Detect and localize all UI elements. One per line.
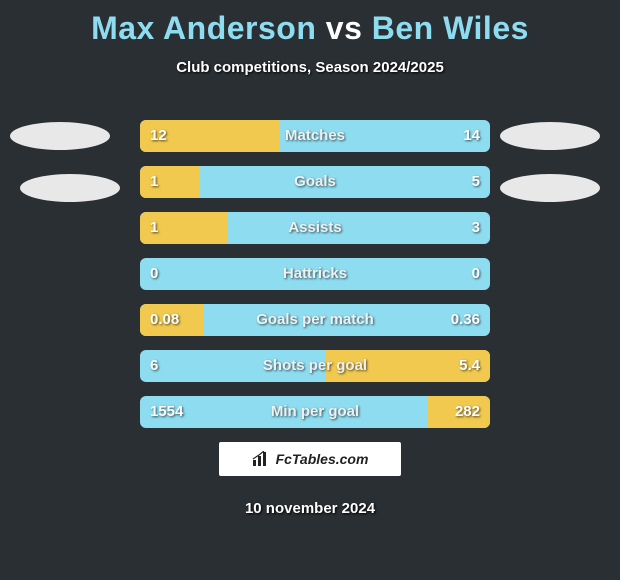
stats-area: 1214Matches15Goals13Assists00Hattricks0.…: [0, 120, 620, 442]
stat-row: 0.080.36Goals per match: [0, 304, 620, 336]
stat-row: 65.4Shots per goal: [0, 350, 620, 382]
team-badge-placeholder: [500, 122, 600, 150]
branding-text: FcTables.com: [276, 451, 369, 467]
stat-bar-track: [140, 166, 490, 198]
comparison-title: Max Anderson vs Ben Wiles: [0, 0, 620, 47]
stat-bar-track: [140, 258, 490, 290]
date-line: 10 november 2024: [0, 500, 620, 517]
team-badge-placeholder: [10, 122, 110, 150]
stat-row: 1554282Min per goal: [0, 396, 620, 428]
stat-bar-track: [140, 350, 490, 382]
stat-bar-left: [140, 212, 228, 244]
stat-row: 00Hattricks: [0, 258, 620, 290]
stat-bar-right: [326, 350, 491, 382]
chart-icon: [252, 451, 270, 467]
team-badge-placeholder: [20, 174, 120, 202]
branding-badge: FcTables.com: [219, 442, 401, 476]
stat-bar-left: [140, 120, 280, 152]
stat-bar-left: [140, 304, 203, 336]
subtitle: Club competitions, Season 2024/2025: [0, 59, 620, 76]
stat-bar-track: [140, 212, 490, 244]
stat-bar-track: [140, 396, 490, 428]
player1-name: Max Anderson: [91, 10, 316, 46]
player2-name: Ben Wiles: [372, 10, 529, 46]
stat-bar-left: [140, 166, 200, 198]
stat-bar-track: [140, 120, 490, 152]
title-vs: vs: [326, 10, 363, 46]
stat-bar-right: [427, 396, 490, 428]
stat-row: 13Assists: [0, 212, 620, 244]
stat-bar-track: [140, 304, 490, 336]
team-badge-placeholder: [500, 174, 600, 202]
